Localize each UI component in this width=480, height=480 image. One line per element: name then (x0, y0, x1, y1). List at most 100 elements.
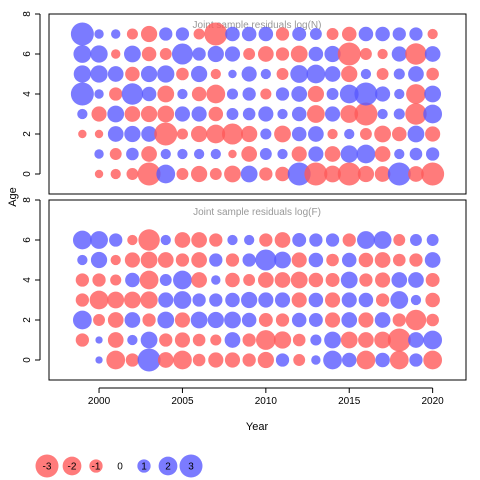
residual-bubble (191, 252, 207, 268)
residual-bubble (92, 273, 106, 287)
residual-bubble (308, 126, 324, 142)
residual-bubble (78, 129, 87, 139)
residual-bubble (323, 350, 342, 370)
residual-bubble (90, 45, 108, 63)
residual-bubble (139, 270, 159, 290)
residual-bubble (407, 125, 425, 143)
residual-bubble (241, 125, 258, 143)
residual-bubble (94, 29, 104, 39)
y-tick-label: 4 (22, 277, 33, 283)
residual-bubble (307, 85, 325, 103)
residual-bubble (275, 27, 290, 41)
residual-bubble (221, 123, 243, 145)
residual-bubble (93, 314, 105, 326)
residual-bubble (275, 166, 290, 182)
residual-bubble (94, 129, 104, 139)
residual-bubble (159, 27, 173, 41)
residual-bubble (287, 162, 311, 186)
residual-bubble (341, 352, 357, 368)
residual-bubble (291, 292, 307, 308)
residual-bubble (406, 84, 426, 104)
residual-bubble (273, 331, 292, 349)
residual-bubble (157, 85, 175, 103)
residual-bubble (207, 45, 224, 63)
residual-bubble (311, 355, 321, 365)
residual-bubble (327, 128, 338, 140)
residual-bubble (394, 88, 405, 100)
residual-bubble (175, 253, 190, 267)
residual-bubble (391, 272, 408, 288)
residual-bubble (426, 67, 439, 81)
residual-bubble (157, 105, 175, 123)
residual-bubble (206, 84, 226, 104)
residual-bubble (224, 165, 241, 183)
panel-bottom-frame (48, 199, 467, 381)
residual-bubble (73, 45, 92, 63)
residual-bubble (359, 128, 372, 140)
residual-bubble (394, 148, 405, 160)
residual-bubble (157, 252, 174, 268)
residual-bubble (359, 273, 373, 287)
residual-bubble (159, 48, 172, 60)
y-tick-label: 0 (22, 171, 33, 177)
residual-bubble (324, 312, 341, 328)
residual-bubble (158, 292, 174, 308)
residual-bubble (157, 65, 175, 83)
residual-bubble (326, 253, 339, 267)
residual-bubble (75, 333, 89, 347)
residual-bubble (427, 28, 438, 40)
residual-bubble (375, 352, 390, 368)
residual-bubble (393, 68, 405, 80)
residual-bubble (424, 85, 442, 103)
residual-bubble (126, 147, 139, 161)
panel-bottom-y-axis: 0 2 4 6 8 (22, 197, 41, 363)
legend: -3 -2 -1 0 1 2 3 (35, 454, 203, 478)
residual-bubble (375, 26, 390, 42)
residual-bubble (89, 290, 109, 310)
residual-bubble (157, 311, 175, 329)
residual-bubble (208, 352, 224, 368)
residual-bubble (140, 105, 158, 123)
residual-bubble (337, 42, 361, 66)
residual-bubble (191, 272, 207, 288)
residual-bubble (258, 106, 274, 122)
y-axis-title: Age (7, 187, 19, 207)
residual-bubble (255, 249, 277, 271)
residual-bubble (190, 125, 208, 143)
panel-top-bubbles (70, 22, 445, 186)
residual-bubble (190, 165, 208, 183)
residual-bubble (308, 313, 323, 327)
residual-bubble (292, 27, 307, 41)
residual-bubble (340, 271, 358, 289)
residual-bubble (177, 88, 188, 100)
residual-bubble (408, 272, 424, 288)
residual-bubble (426, 147, 440, 161)
residual-bubble (90, 65, 108, 83)
residual-bubble (70, 22, 94, 46)
residual-bubble (277, 148, 288, 160)
residual-bubble (125, 353, 140, 367)
residual-bubble (109, 148, 122, 160)
residual-bubble (292, 233, 307, 247)
residual-bubble (226, 88, 239, 100)
residual-bubble (224, 352, 241, 368)
residual-bubble (390, 291, 409, 309)
legend-label: 2 (165, 462, 171, 473)
legend-bubble (137, 459, 151, 473)
residual-bubble (359, 48, 372, 60)
legend-label: -2 (68, 462, 77, 473)
residual-bubble (90, 231, 108, 249)
residual-bubble (325, 273, 340, 287)
residual-bubble (290, 65, 309, 83)
residual-bubble (325, 233, 340, 247)
residual-bubble (176, 168, 189, 180)
legend-label: -3 (43, 462, 52, 473)
residual-bubble (358, 252, 374, 268)
residual-bubble (94, 149, 104, 159)
residual-bubble (110, 274, 122, 286)
residual-bubble (377, 108, 388, 120)
residual-bubble (425, 292, 440, 308)
y-tick-label: 2 (22, 317, 33, 323)
residual-bubble (242, 253, 256, 267)
